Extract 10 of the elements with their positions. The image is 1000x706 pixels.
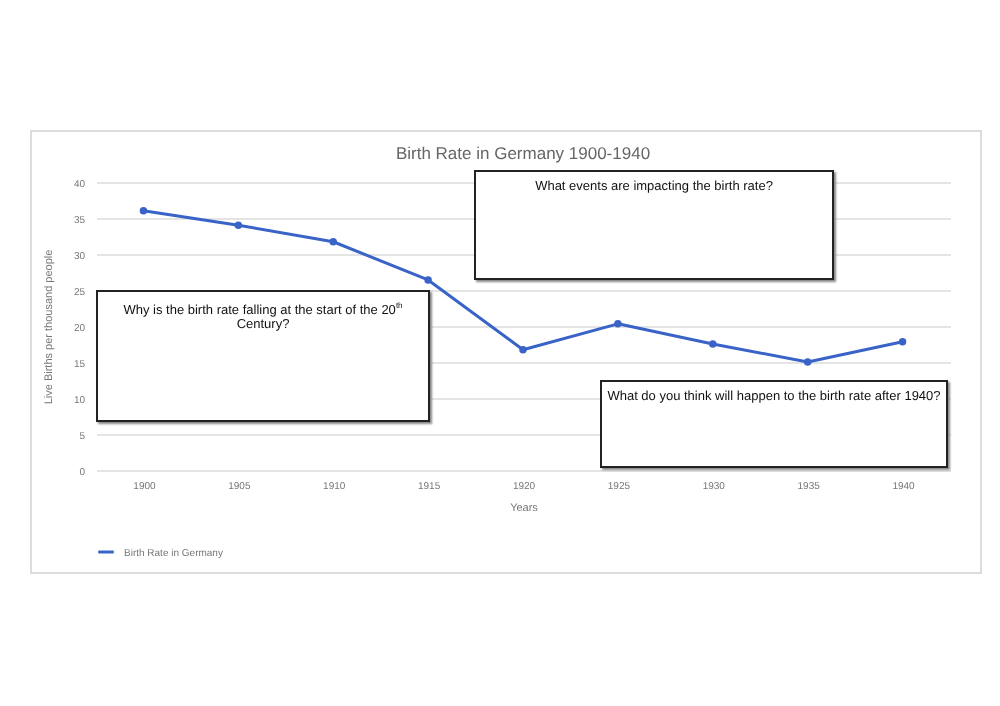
point xyxy=(424,276,432,284)
point xyxy=(898,338,907,346)
point xyxy=(614,320,622,328)
point xyxy=(234,221,243,229)
chart-title: Birth Rate in Germany 1900-1940 xyxy=(395,143,651,163)
point xyxy=(519,346,527,354)
point xyxy=(139,207,148,215)
point xyxy=(709,340,717,348)
point xyxy=(803,358,812,366)
point xyxy=(329,238,337,246)
